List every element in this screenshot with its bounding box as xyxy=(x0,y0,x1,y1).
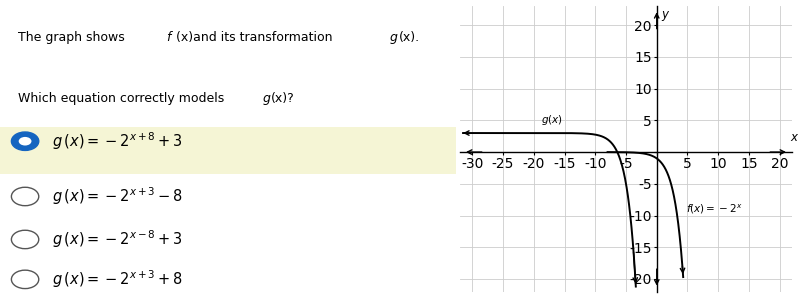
Text: (x)?: (x)? xyxy=(270,92,294,105)
FancyBboxPatch shape xyxy=(0,126,456,174)
Text: $g\,(x)=-2^{x+8}+3$: $g\,(x)=-2^{x+8}+3$ xyxy=(53,130,183,152)
Text: g: g xyxy=(262,92,270,105)
Text: Which equation correctly models: Which equation correctly models xyxy=(18,92,225,105)
Text: $g(x)$: $g(x)$ xyxy=(542,113,563,127)
Text: $g\,(x)=-2^{x+3}-8$: $g\,(x)=-2^{x+3}-8$ xyxy=(53,186,183,207)
Text: f: f xyxy=(166,31,171,44)
FancyBboxPatch shape xyxy=(0,265,456,307)
Text: The graph shows: The graph shows xyxy=(18,31,125,44)
Text: (x).: (x). xyxy=(399,31,420,44)
Text: $g\,(x)=-2^{x-8}+3$: $g\,(x)=-2^{x-8}+3$ xyxy=(53,229,183,250)
Text: y: y xyxy=(662,8,669,21)
FancyBboxPatch shape xyxy=(0,182,456,230)
Text: $f(x)=-2^x$: $f(x)=-2^x$ xyxy=(686,203,742,216)
Circle shape xyxy=(11,270,38,289)
Text: g: g xyxy=(390,31,398,44)
FancyBboxPatch shape xyxy=(0,225,456,273)
Circle shape xyxy=(11,187,38,206)
Circle shape xyxy=(11,132,38,150)
Circle shape xyxy=(18,137,31,146)
Text: $g\,(x)=-2^{x+3}+8$: $g\,(x)=-2^{x+3}+8$ xyxy=(53,269,183,290)
Circle shape xyxy=(11,230,38,249)
Text: (x)and its transformation: (x)and its transformation xyxy=(175,31,332,44)
Text: x: x xyxy=(790,131,798,145)
